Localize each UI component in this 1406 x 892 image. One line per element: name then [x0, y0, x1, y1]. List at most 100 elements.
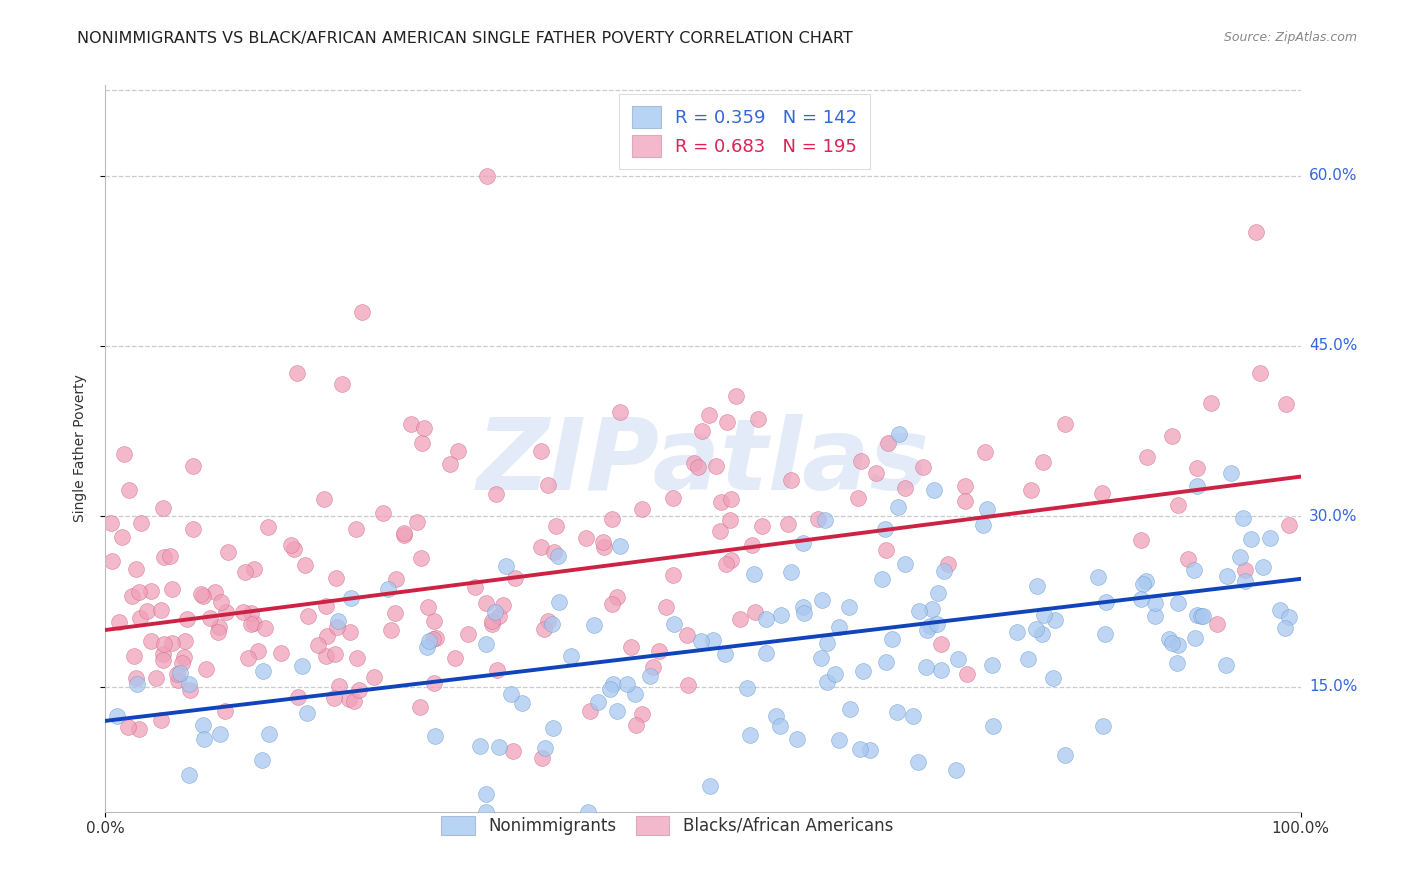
Point: [1032, 607, 1054, 622]
Point: [1184, 632, 1206, 646]
Point: [1258, 531, 1281, 545]
Point: [139, 583, 162, 598]
Point: [129, 611, 152, 625]
Point: [475, 787, 498, 801]
Point: [152, 500, 174, 515]
Point: [399, 417, 422, 431]
Point: [1167, 498, 1189, 512]
Point: [917, 623, 939, 637]
Point: [447, 444, 470, 458]
Point: [838, 600, 860, 615]
Point: [599, 682, 621, 697]
Point: [620, 640, 643, 654]
Point: [413, 420, 436, 434]
Point: [384, 573, 406, 587]
Point: [1187, 460, 1209, 475]
Point: [1229, 549, 1251, 564]
Point: [295, 706, 318, 720]
Point: [907, 755, 929, 769]
Point: [349, 682, 371, 697]
Point: [160, 582, 183, 597]
Point: [124, 649, 146, 664]
Point: [233, 565, 256, 579]
Point: [125, 671, 148, 685]
Point: [578, 704, 600, 718]
Point: [1087, 569, 1109, 583]
Point: [914, 659, 936, 673]
Point: [875, 543, 897, 558]
Y-axis label: Single Father Poverty: Single Father Poverty: [73, 375, 87, 522]
Point: [411, 435, 433, 450]
Point: [346, 651, 368, 665]
Point: [101, 553, 124, 567]
Point: [481, 614, 503, 628]
Point: [1244, 226, 1267, 240]
Text: 60.0%: 60.0%: [1309, 168, 1357, 183]
Point: [720, 492, 742, 507]
Point: [945, 763, 967, 777]
Point: [780, 566, 803, 580]
Point: [179, 767, 201, 781]
Point: [208, 727, 231, 741]
Point: [769, 607, 792, 622]
Point: [326, 620, 349, 634]
Point: [149, 603, 172, 617]
Point: [807, 512, 830, 526]
Point: [728, 612, 751, 626]
Point: [662, 491, 685, 506]
Point: [780, 473, 803, 487]
Point: [464, 580, 486, 594]
Point: [190, 587, 212, 601]
Point: [141, 633, 163, 648]
Point: [929, 663, 952, 677]
Point: [152, 653, 174, 667]
Point: [1274, 397, 1296, 411]
Point: [792, 536, 814, 550]
Point: [1234, 563, 1257, 577]
Point: [824, 666, 846, 681]
Point: [676, 678, 699, 692]
Point: [747, 411, 769, 425]
Point: [314, 492, 336, 507]
Point: [948, 652, 970, 666]
Point: [1205, 616, 1227, 631]
Point: [648, 644, 671, 658]
Point: [174, 633, 197, 648]
Point: [575, 531, 598, 545]
Point: [283, 541, 305, 556]
Point: [384, 606, 406, 620]
Point: [371, 506, 394, 520]
Point: [778, 516, 800, 531]
Point: [1091, 486, 1114, 500]
Point: [710, 494, 733, 508]
Point: [495, 559, 517, 574]
Point: [377, 582, 399, 596]
Point: [815, 674, 838, 689]
Point: [215, 605, 238, 619]
Point: [1092, 719, 1115, 733]
Point: [474, 597, 496, 611]
Point: [1043, 613, 1066, 627]
Point: [111, 530, 134, 544]
Point: [422, 632, 444, 647]
Point: [765, 709, 787, 723]
Point: [297, 608, 319, 623]
Point: [828, 732, 851, 747]
Point: [484, 605, 506, 619]
Point: [534, 740, 557, 755]
Point: [152, 647, 174, 661]
Point: [769, 719, 792, 733]
Point: [1167, 638, 1189, 652]
Point: [214, 704, 236, 718]
Point: [1232, 511, 1254, 525]
Point: [484, 487, 506, 501]
Point: [893, 558, 915, 572]
Point: [423, 676, 446, 690]
Text: Source: ZipAtlas.com: Source: ZipAtlas.com: [1223, 31, 1357, 45]
Point: [875, 655, 897, 669]
Point: [1191, 608, 1213, 623]
Point: [380, 623, 402, 637]
Point: [609, 405, 631, 419]
Point: [859, 743, 882, 757]
Point: [193, 718, 215, 732]
